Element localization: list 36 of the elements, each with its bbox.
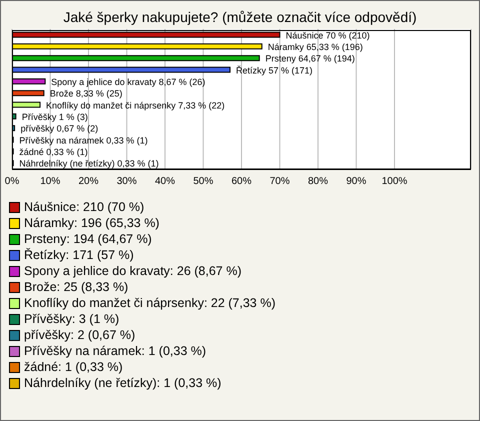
data-label: Prsteny 64,67 % (194) <box>265 54 355 64</box>
x-tick-label: 40% <box>154 176 176 188</box>
x-tick-label: 90% <box>346 176 366 188</box>
data-label: Náhrdelníky (ne řetízky) 0,33 % (1) <box>19 158 159 169</box>
text: Přívěšky na náramek: 1 (0,33 %) <box>24 344 206 358</box>
data-label: Přívěšky na náramek 0,33 % (1) <box>19 135 148 146</box>
data-label: Brože 8,33 % (25) <box>50 88 122 99</box>
text: žádné: 1 (0,33 %) <box>24 360 123 374</box>
x-tick-label: 0% <box>4 176 20 188</box>
x-tick-label: 30% <box>116 176 137 188</box>
text: přívěšky: 2 (0,67 %) <box>24 328 136 342</box>
text: Prsteny: 194 (64,67 %) <box>24 232 152 246</box>
data-label: přívěšky 0,67 % (2) <box>20 124 98 134</box>
text: Náhrdelníky (ne řetízky): 1 (0,33 %) <box>24 376 222 390</box>
text: Přívěšky: 3 (1 %) <box>24 312 120 326</box>
text: Spony a jehlice do kravaty: 26 (8,67 %) <box>24 264 242 278</box>
x-tick-label: 20% <box>78 176 99 188</box>
x-tick-label: 50% <box>193 176 214 188</box>
text: Náušnice: 210 (70 %) <box>24 200 144 214</box>
x-tick-label: 100% <box>382 176 408 188</box>
x-tick-label: 60% <box>231 176 252 188</box>
data-label: Přívěšky 1 % (3) <box>22 112 88 122</box>
x-tick-label: 80% <box>308 176 328 188</box>
text: Brože: 25 (8,33 %) <box>24 280 128 294</box>
text: Knoflíky do manžet či náprsenky: 22 (7,33 %) <box>24 296 276 310</box>
x-tick-label: 10% <box>40 176 60 188</box>
data-label: žádné 0,33 % (1) <box>19 146 88 157</box>
data-label: Knoflíky do manžet či náprsenky 7,33 % (22) <box>46 100 225 110</box>
chart-title: Jaké šperky nakupujete? (můžete označit více odpovědí) <box>62 9 418 27</box>
data-label: Náušnice 70 % (210) <box>286 30 370 40</box>
x-tick-label: 70% <box>270 176 290 188</box>
data-label: Řetízky 57 % (171) <box>236 65 313 76</box>
data-label: Spony a jehlice do kravaty 8,67 % (26) <box>51 76 206 87</box>
data-label: Náramky 65,33 % (196) <box>268 42 363 52</box>
text: Náramky: 196 (65,33 %) <box>24 216 160 230</box>
text: Řetízky: 171 (57 %) <box>24 248 134 262</box>
